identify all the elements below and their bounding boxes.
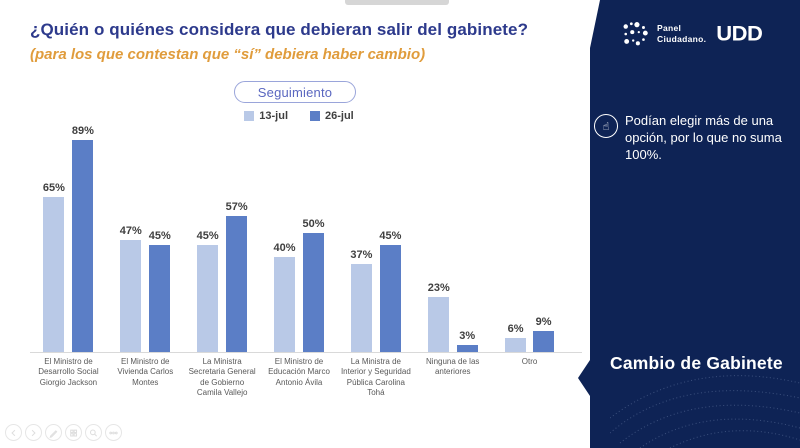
bar-unit: 23% — [428, 282, 450, 352]
top-toolbar-fragment — [345, 0, 449, 5]
category-label: La Ministra Secretaria General de Gobier… — [188, 357, 256, 398]
bar-26-jul — [456, 345, 478, 352]
bar-unit: 45% — [197, 230, 219, 352]
next-icon[interactable] — [25, 424, 42, 441]
sidebar: Panel Ciudadano. UDD ☝ Podían elegir más… — [578, 0, 800, 448]
bar-group: 37% 45% — [337, 126, 414, 352]
legend-swatch-icon — [244, 111, 255, 121]
bar-group: 23% 3% — [414, 126, 491, 352]
bar-unit: 3% — [456, 330, 478, 352]
udd-logo: UDD — [716, 21, 763, 46]
category-label: Otro — [521, 357, 538, 366]
bar-value-label: 50% — [302, 218, 325, 230]
bar-26-jul — [303, 233, 325, 352]
panel-ciudadano-wordmark: Panel Ciudadano. — [657, 23, 707, 44]
bar-unit: 6% — [505, 323, 527, 352]
bar-26-jul — [149, 245, 171, 352]
note-text: Podían elegir más de una opción, por lo … — [625, 113, 782, 163]
bar-unit: 50% — [303, 218, 325, 352]
note-block: ☝ Podían elegir más de una opción, por l… — [594, 112, 784, 163]
more-icon[interactable] — [105, 424, 122, 441]
bar-26-jul — [226, 216, 248, 352]
bar-group: 47% 45% — [107, 126, 184, 352]
bar-value-label: 37% — [350, 249, 373, 261]
bar-value-label: 65% — [42, 182, 65, 194]
legend-item: 26-jul — [310, 110, 354, 122]
bar-13-jul — [350, 264, 372, 352]
draw-icon[interactable] — [45, 424, 62, 441]
grid-icon[interactable] — [65, 424, 82, 441]
bar-group: 6% 9% — [491, 126, 568, 352]
category-label: La Ministra de Interior y Seguridad Públ… — [340, 357, 411, 398]
seguimiento-pill-label: Seguimiento — [257, 84, 333, 100]
bar-13-jul — [43, 197, 65, 352]
bar-13-jul — [197, 245, 219, 352]
bar-value-label: 45% — [148, 230, 171, 242]
category-label: Ninguna de las anteriores — [426, 357, 480, 377]
bar-value-label: 40% — [273, 242, 296, 254]
seguimiento-pill: Seguimiento — [234, 81, 356, 103]
category-label: El Ministro de Vivienda Carlos Montes — [117, 357, 174, 387]
bar-unit: 37% — [350, 249, 372, 352]
bar-value-label: 47% — [119, 225, 142, 237]
bar-26-jul — [533, 331, 555, 352]
bar-26-jul — [379, 245, 401, 352]
presentation-controls — [5, 424, 122, 441]
wave-texture — [610, 375, 800, 448]
category-labels: El Ministro de Desarrollo Social Giorgio… — [30, 357, 568, 399]
legend-label: 26-jul — [325, 110, 354, 122]
bar-unit: 57% — [226, 201, 248, 352]
prev-icon[interactable] — [5, 424, 22, 441]
slide-title: ¿Quién o quiénes considera que debieran … — [30, 20, 529, 39]
legend-swatch-icon — [310, 111, 320, 121]
bar-13-jul — [273, 257, 295, 352]
chart-legend: 13-jul 26-jul — [30, 110, 568, 122]
bar-13-jul — [428, 297, 450, 352]
bar-group: 40% 50% — [261, 126, 338, 352]
bar-group: 45% 57% — [184, 126, 261, 352]
slide-subtitle: (para los que contestan que “sí” debiera… — [30, 46, 426, 63]
legend-item: 13-jul — [244, 110, 288, 122]
bar-value-label: 89% — [71, 125, 94, 137]
panel-ciudadano-dots-icon — [623, 22, 648, 46]
bar-13-jul — [120, 240, 142, 352]
bar-unit: 45% — [149, 230, 171, 352]
section-label: Cambio de Gabinete — [610, 353, 783, 373]
bar-value-label: 9% — [535, 316, 552, 328]
bar-13-jul — [505, 338, 527, 352]
bar-unit: 45% — [379, 230, 401, 352]
bar-unit: 47% — [120, 225, 142, 352]
bar-unit: 9% — [533, 316, 555, 352]
x-axis-line — [30, 352, 582, 353]
brand-logo: Panel Ciudadano. UDD — [622, 19, 763, 49]
zoom-icon[interactable] — [85, 424, 102, 441]
bar-value-label: 6% — [507, 323, 524, 335]
bar-value-label: 3% — [459, 330, 476, 342]
bar-value-label: 45% — [196, 230, 219, 242]
bar-value-label: 23% — [427, 282, 450, 294]
category-label: El Ministro de Desarrollo Social Giorgio… — [38, 357, 99, 387]
bar-unit: 89% — [72, 125, 94, 352]
category-label: El Ministro de Educación Marco Antonio Á… — [268, 357, 330, 387]
bar-unit: 40% — [273, 242, 296, 352]
bar-group: 65% 89% — [30, 125, 107, 352]
bar-value-label: 45% — [379, 230, 402, 242]
bar-value-label: 57% — [225, 201, 248, 213]
legend-label: 13-jul — [259, 110, 288, 122]
bar-unit: 65% — [43, 182, 65, 352]
bar-26-jul — [72, 140, 94, 352]
choice-hand-icon: ☝ — [594, 114, 618, 138]
plot-area: 65% 89% 47% 45% 45% 57% 40% 50% 37% 45% 23% 3% 6% 9% — [30, 125, 568, 352]
